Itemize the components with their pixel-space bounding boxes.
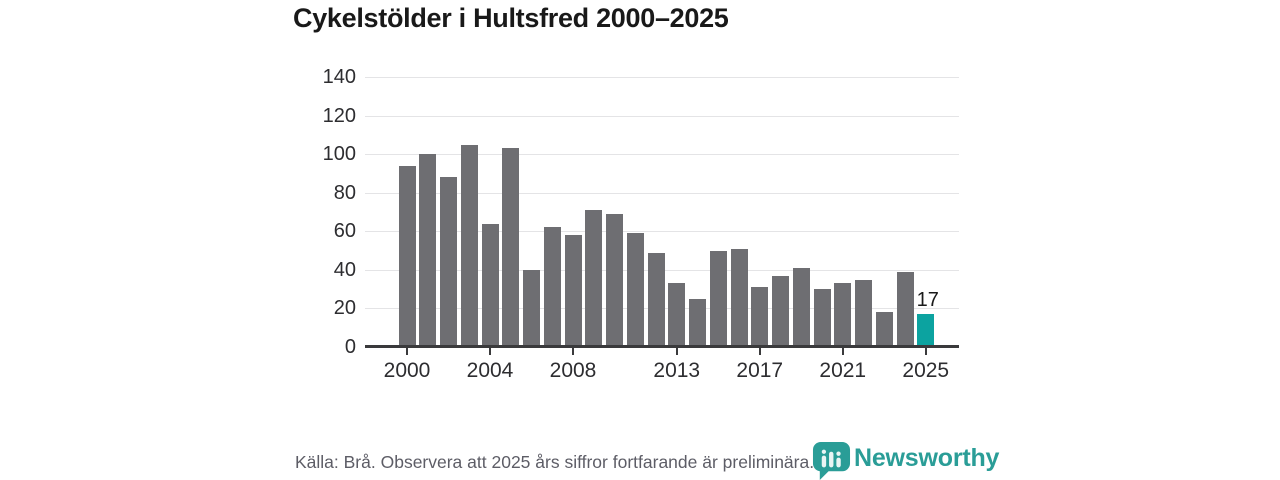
x-tick-label-2025: 2025 xyxy=(902,359,950,382)
x-tick-2013 xyxy=(675,348,678,355)
bar-2013 xyxy=(668,283,686,347)
bar-2007 xyxy=(543,227,561,347)
y-tick-label-120: 120 xyxy=(322,104,356,127)
newsworthy-logo-icon xyxy=(812,441,851,480)
y-tick-label-60: 60 xyxy=(333,220,356,243)
x-tick-label-2013: 2013 xyxy=(653,359,701,382)
bar-2010 xyxy=(606,213,623,347)
bar-2015 xyxy=(709,250,727,347)
x-tick-2000 xyxy=(406,348,408,355)
gridline-120 xyxy=(365,115,959,117)
y-tick-label-100: 100 xyxy=(322,143,356,166)
bar-2004 xyxy=(481,223,499,347)
x-tick-label-2004: 2004 xyxy=(466,359,514,382)
bar-2023 xyxy=(875,312,893,347)
x-tick-2008 xyxy=(572,348,574,355)
x-tick-label-2017: 2017 xyxy=(736,359,784,382)
x-tick-label-2000: 2000 xyxy=(383,359,431,382)
x-tick-label-2021: 2021 xyxy=(819,359,867,382)
bar-2000 xyxy=(398,165,416,347)
bar-2011 xyxy=(626,233,644,347)
bar-2024 xyxy=(896,271,914,347)
bar-2025 xyxy=(917,314,935,347)
gridline-140 xyxy=(365,77,959,78)
y-tick-label-80: 80 xyxy=(333,181,356,204)
bar-2006 xyxy=(523,269,540,347)
brand-block: Newsworthy xyxy=(812,441,999,480)
value-label-2025: 17 xyxy=(916,289,939,312)
bar-2014 xyxy=(689,298,706,347)
bar-2008 xyxy=(564,235,582,347)
bar-2002 xyxy=(440,177,457,347)
gridline-100 xyxy=(365,154,959,156)
plot-area xyxy=(365,77,959,348)
bar-2001 xyxy=(419,154,437,347)
bar-2017 xyxy=(751,287,769,347)
y-tick-label-0: 0 xyxy=(344,336,356,358)
bar-2016 xyxy=(730,248,748,347)
brand-name: Newsworthy xyxy=(854,444,1000,472)
x-tick-2025 xyxy=(924,348,927,355)
source-note: Källa: Brå. Observera att 2025 års siffr… xyxy=(295,452,815,472)
x-tick-2021 xyxy=(841,348,844,355)
x-tick-label-2008: 2008 xyxy=(549,359,597,382)
y-tick-label-40: 40 xyxy=(333,258,356,281)
bar-2012 xyxy=(647,252,665,347)
gridline-80 xyxy=(365,192,959,194)
y-tick-label-20: 20 xyxy=(333,297,356,320)
chart-title: Cykelstölder i Hultsfred 2000–2025 xyxy=(293,3,729,33)
bar-2020 xyxy=(813,289,831,347)
bar-2018 xyxy=(772,275,789,347)
gridline-60 xyxy=(365,231,959,233)
x-tick-2017 xyxy=(758,348,761,355)
bar-2005 xyxy=(502,148,520,347)
y-tick-label-140: 140 xyxy=(322,66,356,88)
bar-2009 xyxy=(585,210,603,347)
x-axis-line xyxy=(365,345,959,348)
bar-2021 xyxy=(834,283,852,347)
bar-2003 xyxy=(460,144,478,347)
bar-2019 xyxy=(792,267,810,347)
x-tick-2004 xyxy=(489,348,491,355)
bar-2022 xyxy=(855,279,872,347)
